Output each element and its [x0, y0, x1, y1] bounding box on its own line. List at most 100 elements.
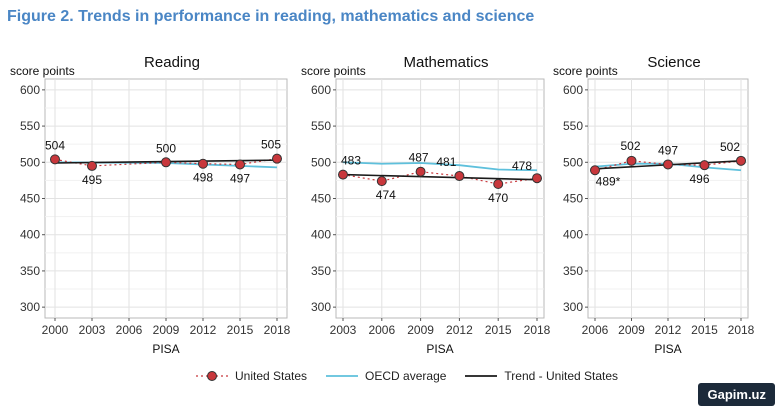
y-tick-label: 550	[311, 119, 331, 133]
x-axis-label: PISA	[426, 342, 453, 356]
y-tick-label: 450	[311, 192, 331, 206]
us-data-point	[198, 158, 208, 169]
data-label: 478	[512, 159, 532, 173]
us-data-point	[161, 157, 171, 168]
x-tick-label: 2006	[582, 323, 609, 337]
x-tick-label: 2003	[330, 323, 357, 337]
y-tick-label: 550	[563, 119, 583, 133]
y-tick-label: 500	[563, 155, 583, 169]
x-tick-label: 2015	[227, 323, 254, 337]
us-data-point	[493, 179, 504, 190]
panel-title: Reading	[144, 54, 200, 71]
legend-swatch-trend-icon	[465, 375, 498, 377]
y-axis-label: score points	[553, 64, 618, 78]
y-tick-label: 350	[311, 264, 331, 278]
y-tick-label: 550	[20, 119, 40, 133]
y-axis-label: score points	[301, 64, 366, 78]
us-dotted-line	[594, 160, 742, 171]
x-tick-label: 2012	[446, 323, 473, 337]
us-data-point	[376, 176, 387, 187]
x-axis-label: PISA	[654, 342, 681, 356]
data-label: 481	[436, 155, 456, 169]
y-tick-label: 600	[20, 83, 40, 97]
legend-item-oecd: OECD average	[325, 369, 446, 383]
x-axis-label: PISA	[152, 342, 179, 356]
data-label: 474	[376, 188, 396, 202]
x-tick-label: 2009	[618, 323, 645, 337]
y-tick-label: 350	[563, 264, 583, 278]
us-trend-line	[342, 173, 538, 181]
y-tick-label: 450	[20, 192, 40, 206]
x-tick-label: 2015	[691, 323, 718, 337]
y-axis-label: score points	[10, 64, 75, 78]
oecd-average-line	[342, 161, 538, 172]
us-data-point	[532, 173, 542, 184]
y-tick-label: 500	[20, 155, 40, 169]
data-label: 495	[82, 173, 102, 187]
data-label: 502	[620, 139, 640, 153]
data-label: 470	[488, 191, 508, 205]
figure-title: Figure 2. Trends in performance in readi…	[7, 8, 535, 25]
us-data-point	[663, 159, 673, 170]
x-tick-label: 2006	[116, 323, 143, 337]
y-tick-label: 400	[311, 228, 331, 242]
data-label: 483	[341, 154, 361, 168]
x-tick-label: 2009	[153, 323, 180, 337]
us-data-point	[626, 155, 637, 166]
data-label: 500	[156, 141, 176, 155]
data-label: 504	[45, 138, 65, 152]
y-tick-label: 400	[20, 228, 40, 242]
x-tick-label: 2003	[79, 323, 106, 337]
us-data-point	[272, 153, 282, 164]
legend-item-trend: Trend - United States	[464, 369, 618, 383]
us-data-point	[736, 155, 746, 166]
x-tick-label: 2018	[728, 323, 755, 337]
y-tick-label: 600	[311, 83, 331, 97]
chart-panel-mathematics: 300 350 400 450 500 550 600 2003 2006 2009 2012 201…	[301, 54, 551, 356]
y-tick-label: 300	[311, 300, 331, 314]
x-tick-label: 2018	[524, 323, 551, 337]
x-tick-label: 2018	[264, 323, 291, 337]
legend-item-us: United States	[195, 369, 307, 383]
legend-swatch-oecd-icon	[326, 375, 359, 377]
legend-label-oecd: OECD average	[365, 369, 447, 383]
legend-label-trend: Trend - United States	[504, 369, 619, 383]
chart-panel-science: 300 350 400 450 500 550 600 2006 2009 2012 2015 201…	[553, 54, 755, 356]
legend-label-us: United States	[235, 369, 308, 383]
us-data-point	[87, 160, 97, 171]
y-tick-label: 300	[563, 300, 583, 314]
us-data-point	[235, 159, 245, 170]
y-tick-label: 450	[563, 192, 583, 206]
legend-swatch-us-icon	[196, 371, 228, 381]
x-tick-label: 2012	[655, 323, 682, 337]
x-tick-label: 2012	[190, 323, 217, 337]
y-tick-label: 600	[563, 83, 583, 97]
data-label: 487	[409, 151, 429, 165]
y-tick-label: 500	[311, 155, 331, 169]
x-tick-label: 2000	[42, 323, 69, 337]
data-label: 502	[720, 140, 740, 154]
data-label: 489*	[596, 174, 621, 188]
y-tick-label: 350	[20, 264, 40, 278]
us-dotted-line	[54, 158, 278, 167]
us-data-point	[699, 160, 710, 171]
legend: United States OECD average Trend - Unite…	[195, 369, 636, 383]
data-label: 497	[230, 171, 250, 185]
x-tick-label: 2009	[407, 323, 434, 337]
us-data-point	[590, 165, 600, 176]
y-tick-label: 400	[563, 228, 583, 242]
panel-title: Science	[647, 54, 700, 71]
watermark-badge: Gapim.uz	[698, 383, 775, 406]
data-label: 498	[193, 171, 213, 185]
us-data-point	[454, 171, 465, 182]
data-label: 496	[689, 172, 709, 186]
x-tick-label: 2006	[368, 323, 395, 337]
us-data-point	[338, 169, 348, 180]
data-label: 505	[261, 138, 281, 152]
us-data-point	[50, 154, 60, 165]
chart-panel-reading: 300 350 400 450 500 550 600 2000 2003 2006 2009 201…	[10, 54, 291, 356]
data-label: 497	[658, 143, 678, 157]
y-tick-label: 300	[20, 300, 40, 314]
us-data-point	[415, 166, 426, 177]
